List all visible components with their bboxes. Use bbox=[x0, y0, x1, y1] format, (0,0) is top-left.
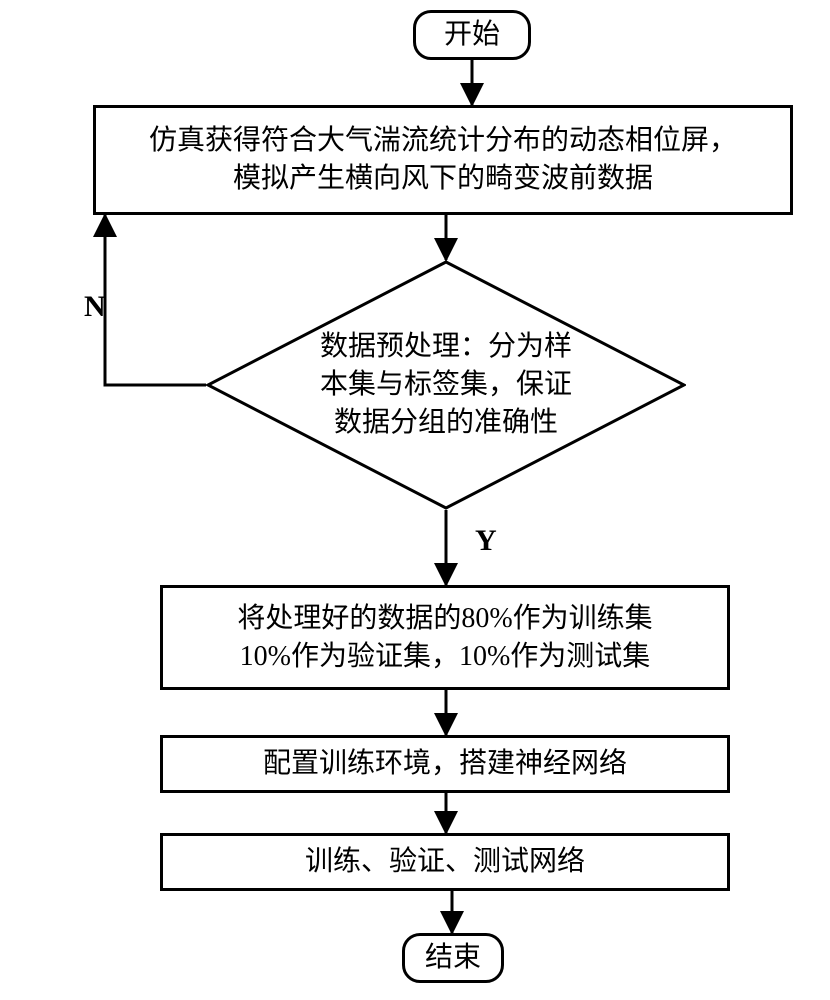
label-no: N bbox=[84, 290, 106, 324]
decision-text: 数据预处理：分为样本集与标签集，保证数据分组的准确性 bbox=[320, 328, 572, 441]
end-terminator: 结束 bbox=[402, 933, 504, 983]
process-configure-text: 配置训练环境，搭建神经网络 bbox=[263, 745, 627, 783]
process-split-text: 将处理好的数据的80%作为训练集10%作为验证集，10%作为测试集 bbox=[237, 600, 652, 676]
process-configure: 配置训练环境，搭建神经网络 bbox=[160, 735, 730, 793]
start-text: 开始 bbox=[444, 16, 500, 54]
process-train: 训练、验证、测试网络 bbox=[160, 833, 730, 891]
start-terminator: 开始 bbox=[413, 10, 531, 60]
process-simulate-text: 仿真获得符合大气湍流统计分布的动态相位屏，模拟产生横向风下的畸变波前数据 bbox=[149, 122, 737, 198]
label-yes: Y bbox=[475, 524, 497, 558]
end-text: 结束 bbox=[425, 939, 481, 977]
process-train-text: 训练、验证、测试网络 bbox=[305, 843, 585, 881]
flowchart-canvas: 开始 仿真获得符合大气湍流统计分布的动态相位屏，模拟产生横向风下的畸变波前数据 … bbox=[0, 0, 830, 1000]
process-split: 将处理好的数据的80%作为训练集10%作为验证集，10%作为测试集 bbox=[160, 585, 730, 690]
decision-preprocess: 数据预处理：分为样本集与标签集，保证数据分组的准确性 bbox=[206, 260, 686, 510]
process-simulate: 仿真获得符合大气湍流统计分布的动态相位屏，模拟产生横向风下的畸变波前数据 bbox=[93, 105, 793, 215]
